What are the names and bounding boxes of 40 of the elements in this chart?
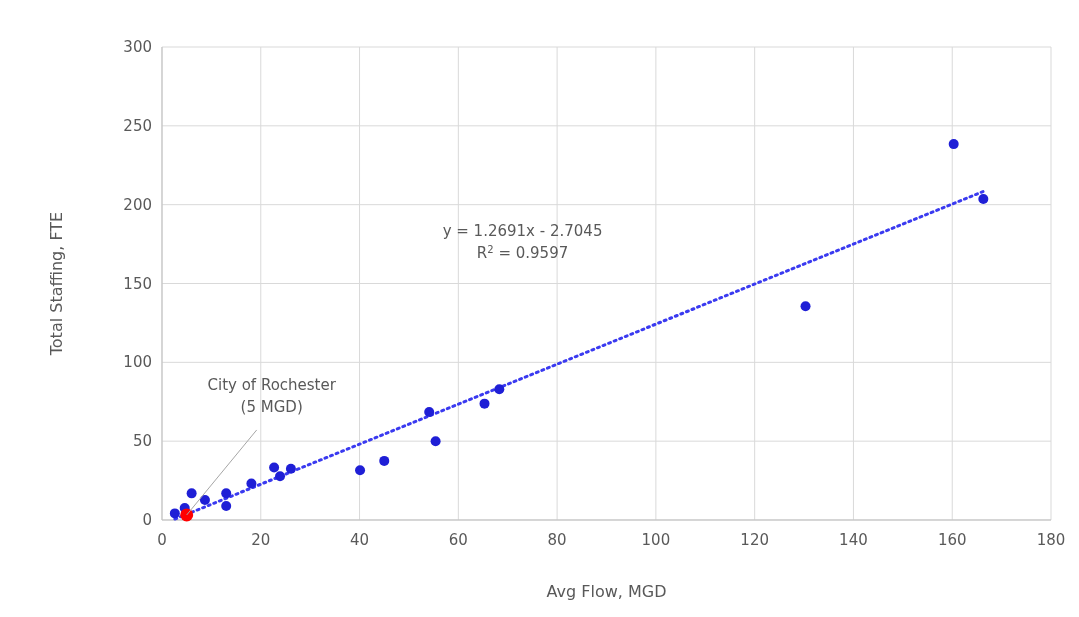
y-tick-label: 50 (132, 432, 152, 451)
point (180, 508, 194, 522)
y-tick-label: 100 (123, 353, 152, 372)
x-tick-label: 80 (547, 531, 567, 549)
point (221, 488, 232, 499)
point (199, 494, 210, 505)
point (424, 407, 435, 417)
point (978, 193, 989, 204)
x-tick-label: 20 (251, 531, 271, 549)
point (285, 463, 296, 474)
x-tick-label: 180 (1036, 531, 1066, 549)
point (800, 301, 811, 312)
y-tick-label: 150 (123, 274, 152, 293)
x-tick-label: 100 (641, 531, 671, 549)
point (269, 462, 280, 473)
y-tick-label: 200 (123, 195, 152, 214)
annotation: y = 1.2691x - 2.7045 R$^{2}$ = 0.9597 (442, 222, 603, 263)
x-tick-label: 40 (350, 531, 370, 549)
x-tick-label: 120 (740, 531, 769, 549)
x-tick-label: 0 (157, 531, 167, 549)
point (246, 478, 257, 489)
point (379, 455, 390, 466)
point (186, 488, 197, 499)
point (430, 436, 441, 447)
point (275, 471, 286, 482)
point (169, 508, 180, 519)
x-tick-label: 160 (937, 531, 967, 549)
y-tick-label: 0 (142, 511, 152, 529)
point (494, 384, 505, 395)
point (221, 500, 232, 511)
x-tick-label: 60 (448, 531, 468, 549)
x-axis-title: Avg Flow, MGD (546, 582, 667, 601)
y-axis-title: Total Staffing, FTE (47, 211, 66, 357)
y-tick-label: 300 (123, 38, 152, 56)
annotation: City of Rochester (5 MGD) (207, 375, 337, 416)
point (479, 398, 490, 409)
x-tick-label: 140 (839, 531, 868, 549)
y-tick-label: 250 (123, 116, 152, 135)
point (355, 465, 366, 476)
point (948, 139, 959, 150)
